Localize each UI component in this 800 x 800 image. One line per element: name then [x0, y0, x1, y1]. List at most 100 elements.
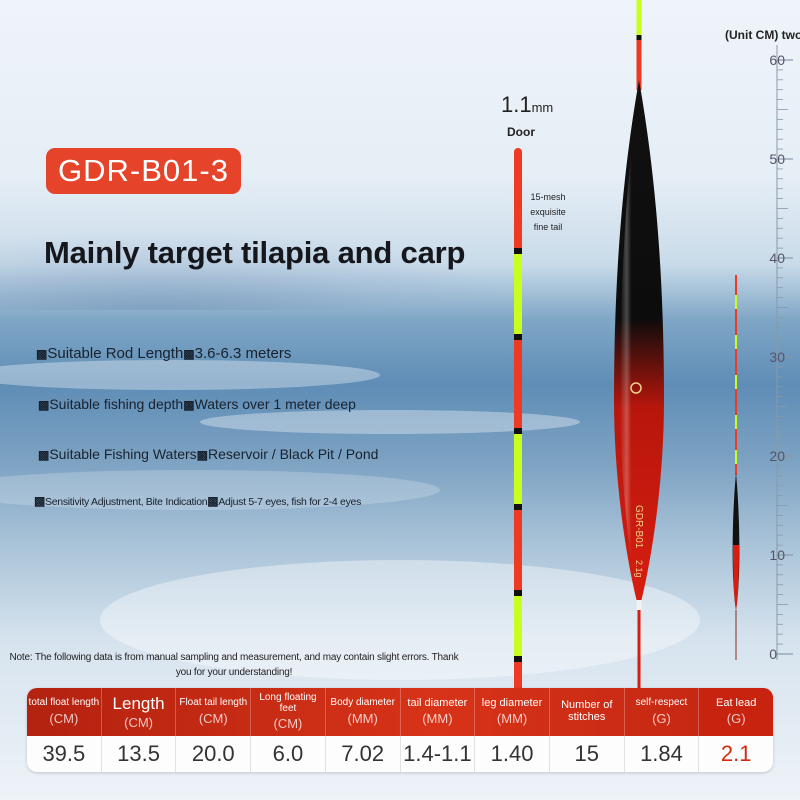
wave-highlight	[0, 470, 440, 510]
bullet-icon: ▩	[38, 448, 50, 462]
tail-band-black	[514, 428, 522, 434]
table-value-cell: 7.02	[326, 736, 401, 772]
spec-table-header: total float length (CM) Length (CM) Float ta…	[27, 688, 773, 736]
table-header-cell: total float length (CM)	[27, 688, 102, 736]
wave-foam	[100, 560, 700, 680]
scale-label-0: 0	[769, 646, 777, 662]
header-label: Float tail length	[179, 697, 248, 709]
product-headline: Mainly target tilapia and carp	[44, 235, 466, 270]
scale-label-10: 10	[769, 547, 785, 563]
scaled-tail-mark	[735, 375, 737, 389]
tail-band-black	[514, 656, 522, 662]
table-header-cell: tail diameter (MM)	[401, 688, 476, 736]
spec-label: Suitable Rod Length	[47, 345, 184, 362]
float-body-shine	[620, 80, 639, 610]
table-header-cell: self-respect (G)	[625, 688, 700, 736]
tail-segment-red	[514, 340, 522, 428]
spec-sensitivity: ▩Sensitivity Adjustment, Bite Indication…	[34, 494, 361, 508]
table-header-cell: Float tail length (CM)	[176, 688, 252, 736]
tail-band-black	[514, 248, 522, 254]
float-tip-band	[636, 35, 642, 40]
scale-label-50: 50	[769, 151, 785, 167]
wave-highlight	[0, 360, 380, 390]
tail-diameter-callout: 1.1mm	[501, 92, 553, 118]
door-label: Door	[507, 125, 535, 139]
wave-highlight	[200, 410, 580, 434]
spec-value: Reservoir / Black Pit / Pond	[208, 446, 379, 462]
spec-label: Suitable fishing depth	[49, 396, 184, 412]
bullet-icon: ▩	[207, 494, 219, 508]
table-header-cell: Body diameter (MM)	[326, 688, 401, 736]
header-unit: (G)	[726, 711, 746, 727]
header-unit: (CM)	[49, 710, 79, 726]
table-value-cell: 15	[550, 736, 625, 772]
spec-table: total float length (CM) Length (CM) Float ta…	[27, 688, 773, 772]
float-body-label: GDR-B01	[633, 505, 644, 549]
unit-label: (Unit CM) two	[725, 28, 800, 42]
table-header-cell: leg diameter (MM)	[475, 688, 550, 736]
table-value-cell: 6.0	[251, 736, 326, 772]
spec-rod-length: ▩Suitable Rod Length▩3.6-6.3 meters	[36, 345, 291, 362]
bullet-icon: ▩	[183, 347, 195, 361]
float-weight-label: 2.1g	[634, 560, 644, 578]
header-unit: (MM)	[496, 711, 528, 727]
table-value-cell: 13.5	[102, 736, 177, 772]
table-header-cell: Length (CM)	[102, 688, 177, 736]
header-label: Long floating feet	[259, 692, 317, 714]
scale-label-30: 30	[769, 349, 785, 365]
float-tail-closeup	[514, 148, 522, 708]
header-label: Body diameter	[330, 697, 395, 709]
header-label: Number of stitches	[561, 699, 613, 723]
float-tip-red	[636, 40, 642, 90]
float-body	[614, 80, 664, 610]
tail-segment-red	[514, 510, 522, 590]
header-label: self-respect	[635, 697, 688, 709]
spec-value: 3.6-6.3 meters	[194, 345, 292, 362]
header-label: Eat lead	[715, 696, 757, 709]
header-label: tail diameter	[407, 696, 468, 709]
table-header-cell: Eat lead (G)	[699, 688, 773, 736]
tail-diameter-unit: mm	[531, 100, 554, 115]
header-unit: (CM)	[198, 710, 228, 726]
header-unit: (MM)	[422, 711, 453, 727]
spec-value: Adjust 5-7 eyes, fish for 2-4 eyes	[218, 496, 362, 508]
measurement-note: Note: The following data is from manual …	[9, 652, 459, 678]
scaled-float-body-red	[733, 545, 739, 610]
spec-label: Suitable Fishing Waters	[49, 446, 197, 462]
background-mountains	[0, 230, 520, 310]
table-value-cell: 1.40	[475, 736, 550, 772]
bullet-icon: ▩	[196, 448, 209, 462]
scaled-tail-mark	[735, 415, 737, 429]
spec-fishing-depth: ▩Suitable fishing depth▩Waters over 1 me…	[38, 396, 356, 412]
tail-segment-green	[514, 596, 522, 656]
tail-band-black	[514, 590, 522, 596]
scale-label-40: 40	[769, 250, 785, 266]
header-unit: (MM)	[347, 710, 378, 726]
scaled-tail-mark	[735, 450, 737, 464]
scale-label-20: 20	[769, 448, 785, 464]
table-value-cell: 1.84	[625, 736, 700, 772]
bullet-icon: ▩	[36, 347, 48, 361]
scaled-tail-mark	[735, 335, 737, 349]
header-label: leg diameter	[481, 696, 543, 709]
table-value-cell: 39.5	[27, 736, 102, 772]
brand-logo-icon	[630, 382, 642, 394]
table-value-cell: 2.1	[720, 741, 752, 766]
tail-segment-red	[514, 662, 522, 708]
mesh-note: 15-mesh exquisite fine tail	[530, 192, 566, 232]
table-value-cell: 1.4-1.1	[401, 736, 476, 772]
header-unit: (CM)	[124, 714, 153, 730]
spec-fishing-waters: ▩Suitable Fishing Waters▩Reservoir / Bla…	[38, 446, 378, 462]
spec-label: Sensitivity Adjustment, Bite Indication	[45, 496, 208, 508]
spec-value: Waters over 1 meter deep	[194, 396, 356, 412]
table-header-cell: Long floating feet (CM)	[251, 688, 326, 736]
ruler-ticks	[777, 59, 793, 655]
model-badge: GDR-B01-3	[46, 148, 241, 194]
bullet-icon: ▩	[38, 398, 50, 412]
tail-band-black	[514, 504, 522, 510]
tail-segment-green	[514, 254, 522, 334]
scale-label-60: 60	[769, 52, 785, 68]
scaled-float-leg	[735, 610, 737, 660]
header-label: total float length	[28, 697, 100, 709]
